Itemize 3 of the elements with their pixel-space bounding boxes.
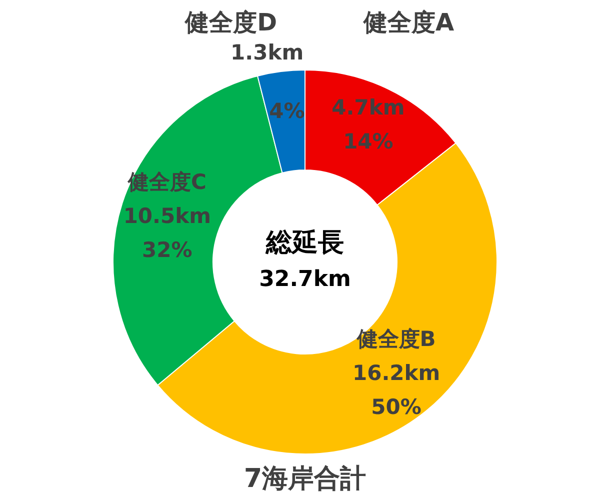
annotation: 32.7km — [259, 267, 351, 292]
annotation: 総延長 — [266, 228, 344, 258]
subtitle: 7海岸合計 — [244, 464, 366, 494]
